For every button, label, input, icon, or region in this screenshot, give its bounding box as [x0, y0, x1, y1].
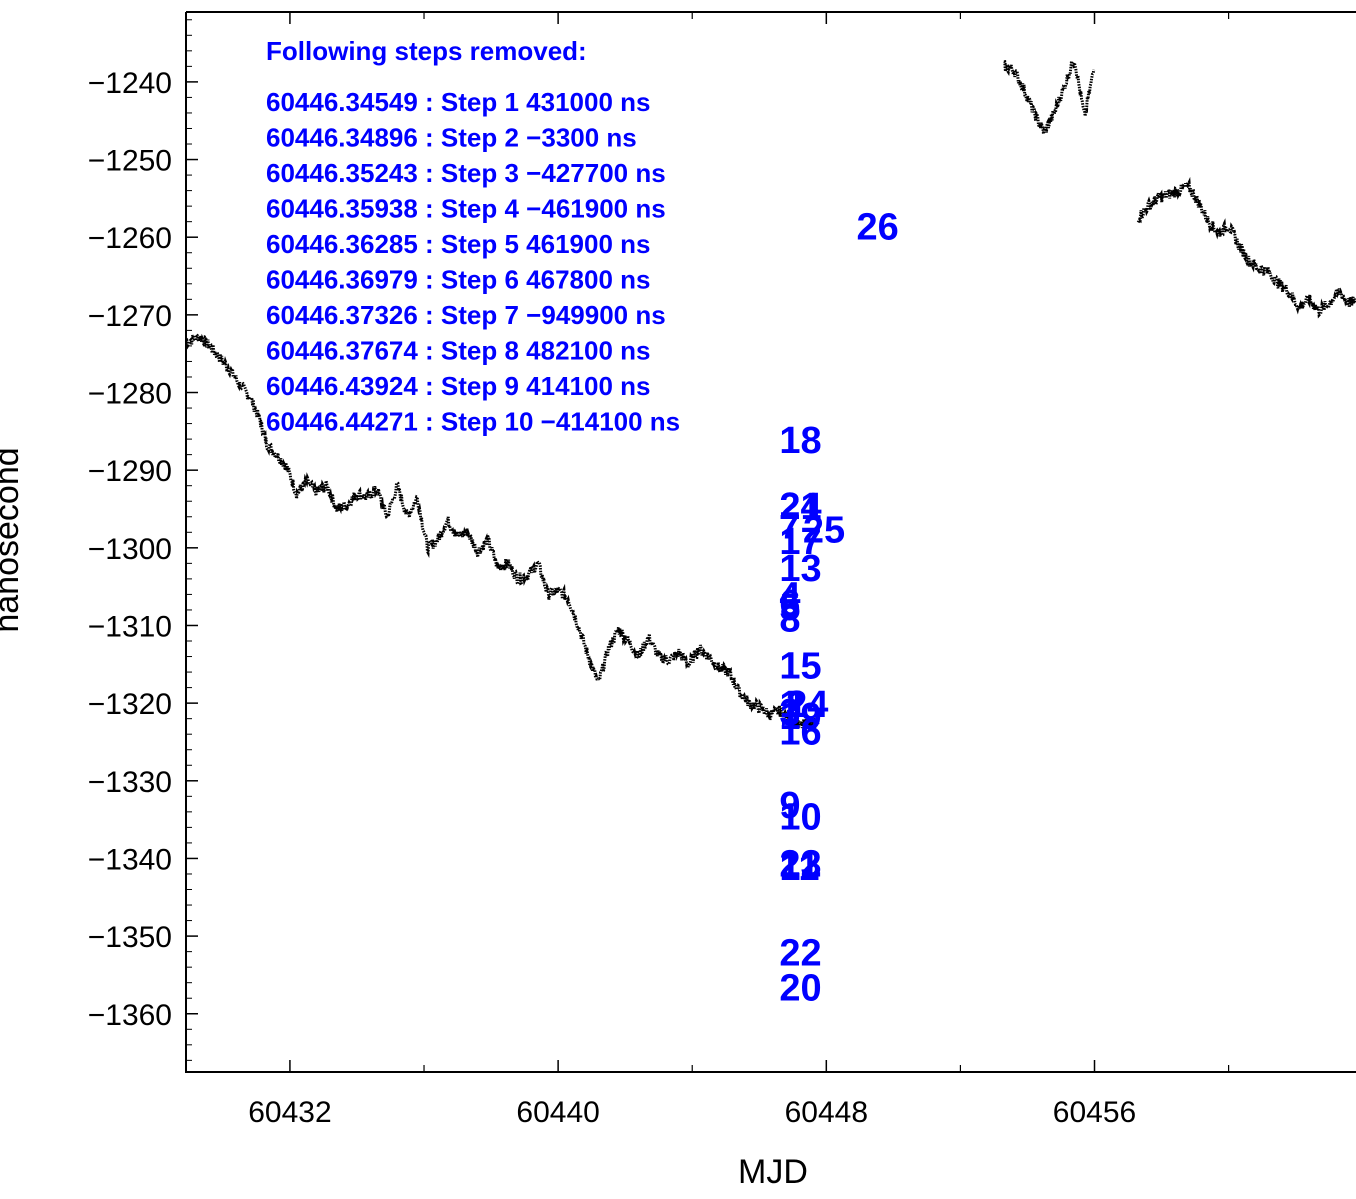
annotation-line: 60446.44271 : Step 10 −414100 ns: [266, 407, 680, 437]
step-marker-14: 14: [786, 684, 828, 726]
y-axis: −1240 −1250 −1260 −1270 −1280 −1290 −1300 −1310…: [88, 19, 198, 1061]
step-marker-24: 24: [779, 486, 821, 528]
y-tick-label: −1260: [88, 222, 172, 255]
y-tick-label: −1270: [88, 300, 172, 333]
annotation-line: 60446.35243 : Step 3 −427700 ns: [266, 158, 666, 188]
step-marker-15: 15: [779, 645, 821, 687]
step-marker-13: 13: [779, 548, 821, 590]
annotation-line: 60446.34896 : Step 2 −3300 ns: [266, 123, 637, 153]
axes-frame: [185, 11, 1356, 1073]
annotation-lines: 60446.34549 : Step 1 431000 ns 60446.3489…: [266, 87, 680, 437]
series-trace: [184, 331, 818, 733]
step-marker-9: 9: [779, 785, 800, 827]
step-marker-10: 10: [779, 797, 821, 839]
step-marker-25: 25: [803, 509, 845, 551]
annotation-line: 60446.35938 : Step 4 −461900 ns: [266, 194, 666, 224]
y-tick-label: −1340: [88, 843, 172, 876]
series-3: [1136, 176, 1356, 319]
y-tick-label: −1360: [88, 999, 172, 1032]
plot-frame: [185, 11, 1356, 1073]
data-layer: [184, 57, 1356, 733]
x-axis: 60432 60440 60448 60456: [248, 12, 1230, 1129]
step-marker-21: 21: [779, 486, 821, 528]
step-marker-7: 7: [779, 506, 800, 548]
annotation-line: 60446.34549 : Step 1 431000 ns: [266, 87, 651, 117]
series-trace: [1136, 176, 1356, 319]
y-tick-label: −1350: [88, 921, 172, 954]
annotation-box: Following steps removed: 60446.34549 : S…: [266, 36, 680, 437]
step-marker-18: 18: [779, 420, 821, 462]
step-marker-8: 8: [779, 599, 800, 641]
step-marker-2: 2: [786, 684, 807, 726]
step-marker-16: 16: [779, 711, 821, 753]
x-tick-label: 60432: [248, 1096, 331, 1129]
x-tick-label: 60448: [785, 1096, 868, 1129]
series-trace: [1003, 57, 1096, 135]
x-tick-label: 60440: [516, 1096, 599, 1129]
y-tick-label: −1280: [88, 378, 172, 411]
annotation-line: 60446.37326 : Step 7 −949900 ns: [266, 300, 666, 330]
y-axis-title: nanosecond: [0, 447, 26, 632]
annotation-line: 60446.36285 : Step 5 461900 ns: [266, 229, 651, 259]
y-tick-label: −1320: [88, 688, 172, 721]
x-tick-label: 60456: [1053, 1096, 1136, 1129]
step-marker-26: 26: [856, 207, 898, 249]
annotation-heading: Following steps removed:: [266, 36, 587, 66]
annotation-line: 60446.43924 : Step 9 414100 ns: [266, 371, 651, 401]
y-tick-label: −1240: [88, 67, 172, 100]
series-2: [1003, 57, 1096, 135]
step-marker-22: 22: [779, 933, 821, 975]
step-marker-12: 12: [779, 843, 821, 885]
y-tick-label: −1290: [88, 455, 172, 488]
y-tick-label: −1250: [88, 145, 172, 178]
step-marker-11: 11: [779, 847, 819, 889]
step-marker-1: 1: [779, 684, 800, 726]
annotation-line: 60446.37674 : Step 8 482100 ns: [266, 336, 651, 366]
step-marker-17: 17: [779, 521, 821, 563]
step-marker-19: 19: [779, 696, 821, 738]
series-1: [184, 331, 818, 733]
y-tick-label: −1300: [88, 533, 172, 566]
y-tick-label: −1330: [88, 766, 172, 799]
step-marker-3: 3: [779, 692, 800, 734]
step-marker-4: 4: [779, 575, 800, 617]
x-axis-title: MJD: [738, 1153, 808, 1191]
annotation-line: 60446.36979 : Step 6 467800 ns: [266, 265, 651, 295]
step-marker-6: 6: [779, 583, 800, 625]
y-tick-label: −1310: [88, 610, 172, 643]
step-marker-20: 20: [779, 968, 821, 1010]
step-marker-5: 5: [779, 587, 800, 629]
step-marker-23: 23: [779, 843, 821, 885]
